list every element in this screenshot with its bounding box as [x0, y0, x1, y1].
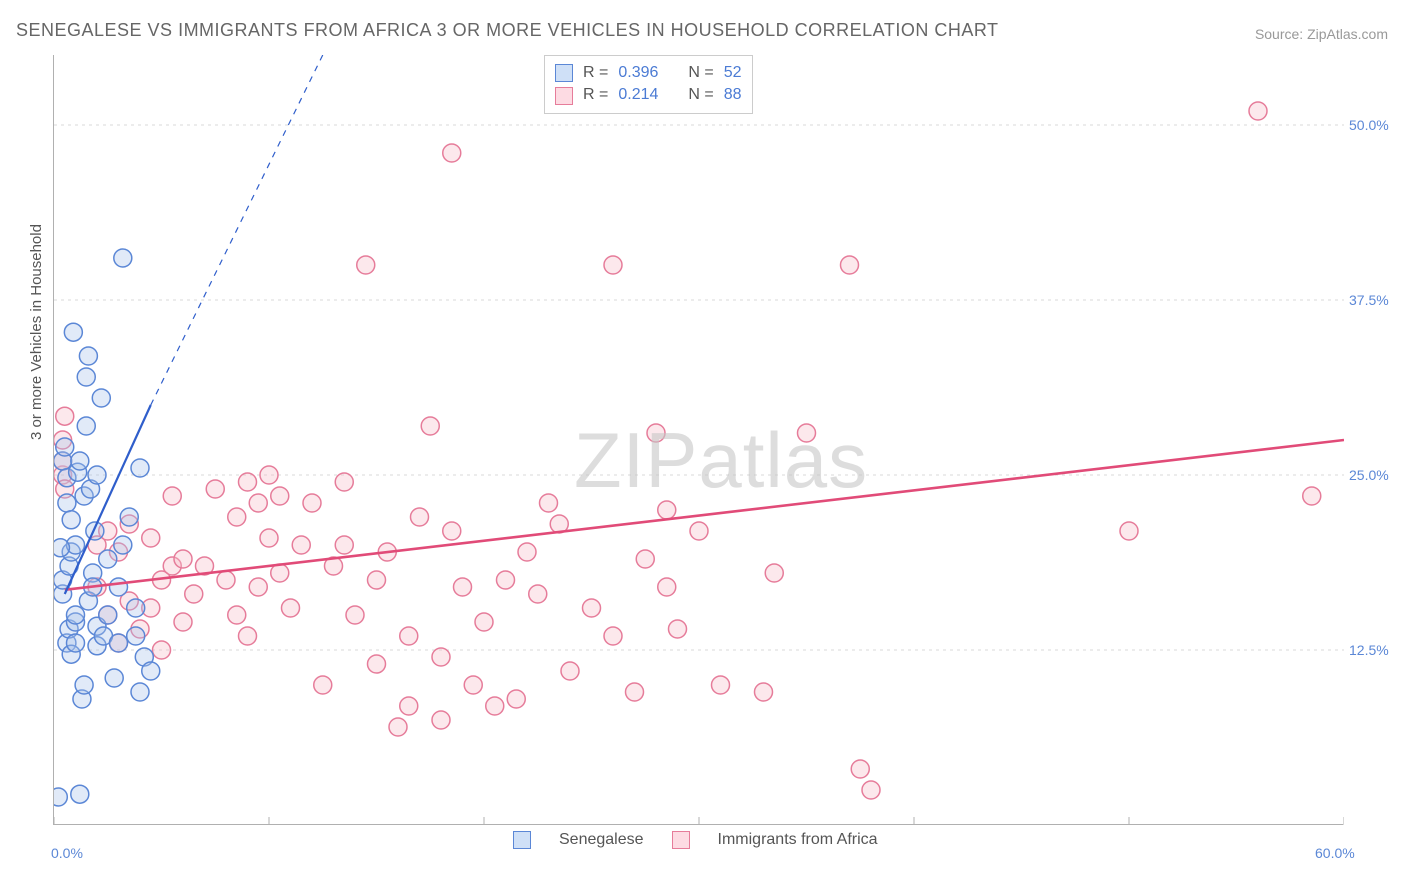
stats-legend-box: R = 0.396 N = 52 R = 0.214 N = 88 [544, 55, 753, 114]
swatch-blue-icon [513, 831, 531, 849]
y-tick-label: 25.0% [1349, 467, 1389, 483]
r-value-1: 0.396 [618, 62, 658, 84]
swatch-blue-icon [555, 64, 573, 82]
n-label: N = [688, 84, 713, 106]
legend-label-1: Senegalese [559, 831, 644, 849]
r-label: R = [583, 62, 608, 84]
y-axis-title: 3 or more Vehicles in Household [28, 224, 45, 440]
swatch-pink-icon [555, 87, 573, 105]
stats-row-1: R = 0.396 N = 52 [555, 62, 742, 84]
stats-row-2: R = 0.214 N = 88 [555, 84, 742, 106]
swatch-pink-icon [672, 831, 690, 849]
legend-bottom: Senegalese Immigrants from Africa [513, 831, 878, 849]
y-tick-label: 37.5% [1349, 292, 1389, 308]
source-label: Source: ZipAtlas.com [1255, 26, 1388, 42]
n-value-1: 52 [724, 62, 742, 84]
y-tick-label: 50.0% [1349, 117, 1389, 133]
n-value-2: 88 [724, 84, 742, 106]
x-tick-label: 60.0% [1315, 845, 1355, 861]
x-tick-label: 0.0% [51, 845, 83, 861]
plot-area: ZIPatlas R = 0.396 N = 52 R = 0.214 N = … [53, 55, 1343, 825]
chart-title: SENEGALESE VS IMMIGRANTS FROM AFRICA 3 O… [16, 20, 999, 41]
legend-label-2: Immigrants from Africa [718, 831, 878, 849]
r-label: R = [583, 84, 608, 106]
n-label: N = [688, 62, 713, 84]
y-tick-label: 12.5% [1349, 642, 1389, 658]
chart-svg [54, 55, 1344, 825]
r-value-2: 0.214 [618, 84, 658, 106]
